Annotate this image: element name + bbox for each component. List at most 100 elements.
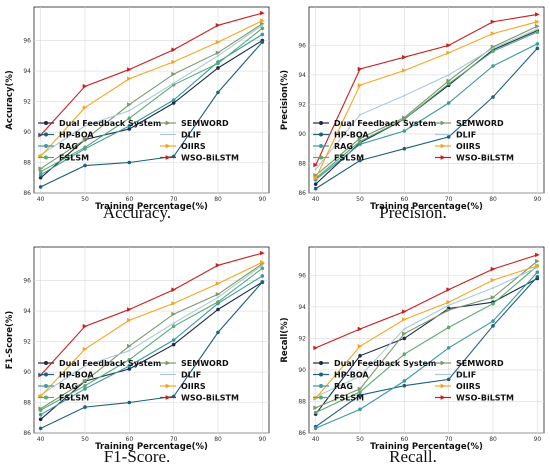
y-tick-label: 86 [298,430,306,437]
data-point-dlif [403,327,406,330]
legend-label-wso-bilstm: WSO-BiLSTM [456,394,514,403]
data-point-rag [535,42,540,46]
series-line-wso-bilstm [40,12,263,136]
panel-caption: F1-Score. [104,447,171,466]
legend-marker-hp-boa [44,132,48,137]
legend-marker-semword [165,120,171,126]
data-point-dlif [447,73,450,76]
panel-caption: Precision. [379,203,447,222]
data-point-fslsm [535,30,540,34]
series-line-hp-boa [40,41,263,188]
series-line-dual-feedback-system [315,278,538,415]
data-point-rag [313,426,318,431]
x-tick-label: 80 [214,436,222,443]
data-point-wso-bilstm [82,83,88,89]
legend-label-fslsm: FSLSM [334,154,364,163]
legend-label-oiirs: OIIRS [181,142,206,151]
data-point-rag [260,32,265,37]
data-point-dlif [83,364,86,367]
legend: Dual Feedback System HP-BOA RAG FSLSM SEMWOR… [38,359,239,403]
legend-marker-oiirs [165,143,171,149]
series-line-dual-feedback-system [40,40,263,179]
data-point-semword [313,405,318,411]
data-point-rag [402,379,407,383]
x-tick-label: 80 [214,196,222,203]
data-point-semword [446,307,451,313]
x-axis-label: Training Percentage(%) [370,202,483,212]
data-point-fslsm [260,266,265,271]
data-point-semword [127,343,132,349]
series-line-semword [315,260,538,409]
data-point-semword [38,166,43,171]
y-tick-label: 86 [23,430,31,437]
data-point-dlif [492,47,495,50]
x-tick-label: 40 [312,436,320,443]
data-point-rag [83,386,87,391]
data-point-semword [215,291,221,297]
data-point-oiirs [215,39,221,45]
plot-area [308,6,545,194]
data-point-hp-boa [491,324,495,328]
data-point-dlif [83,124,86,127]
chart-panel-1: 86 88 90 92 94 96 40 50 60 70 80 90 Training Percent… [5,6,270,222]
data-point-oiirs [402,68,407,73]
x-tick-label: 60 [401,196,409,203]
data-point-hp-boa [260,280,265,284]
panel-caption: Accuracy. [103,203,171,222]
data-point-dual-feedback-system [171,342,176,347]
data-point-wso-bilstm [490,266,496,272]
series-line-fslsm [315,265,538,413]
data-point-oiirs [82,346,88,352]
data-point-wso-bilstm [357,326,363,332]
legend-label-dlif: DLIF [456,131,476,140]
series-line-rag [315,43,538,181]
legend-marker-hp-boa [319,132,323,137]
x-tick-label: 90 [259,436,267,443]
data-point-dual-feedback-system [216,307,220,312]
legend-marker-hp-boa [319,372,323,377]
data-point-oiirs [171,59,176,65]
data-point-wso-bilstm [446,287,451,292]
data-point-fslsm [446,81,451,86]
series-line-dlif [315,267,538,398]
data-point-dlif [314,168,317,171]
legend-marker-rag [44,384,48,388]
data-point-hp-boa [402,146,407,151]
legend-label-dual-feedback-system: Dual Feedback System [59,119,161,128]
data-point-oiirs [260,18,265,24]
y-tick-label: 92 [298,335,306,342]
series-line-wso-bilstm [315,254,538,349]
data-point-rag [491,319,495,323]
data-point-fslsm [313,410,318,415]
x-tick-label: 50 [356,196,364,203]
data-point-hp-boa [446,377,451,382]
data-point-oiirs [215,281,221,286]
data-point-semword [171,311,176,317]
y-tick-label: 90 [298,367,306,374]
data-point-wso-bilstm [357,66,363,72]
data-point-wso-bilstm [402,54,407,60]
y-axis-label: Recall(%) [280,317,290,362]
data-point-semword [490,44,496,50]
series-line-hp-boa [315,47,538,190]
x-tick-label: 90 [259,196,267,203]
legend-label-oiirs: OIIRS [456,382,481,391]
data-point-dlif [403,94,406,97]
legend-label-semword: SEMWORD [181,359,229,368]
data-point-wso-bilstm [535,12,540,17]
data-point-wso-bilstm [490,19,496,25]
y-axis-label: Precision(%) [280,70,290,130]
series-line-oiirs [315,265,538,399]
data-point-rag [260,274,265,278]
legend-label-fslsm: FSLSM [59,394,89,403]
data-point-dual-feedback-system [216,66,220,70]
plot-area [33,246,270,434]
y-tick-label: 96 [23,278,31,285]
x-tick-label: 50 [81,196,89,203]
series-line-hp-boa [315,276,538,428]
data-point-oiirs [260,259,265,265]
y-tick-label: 90 [23,369,31,376]
data-point-hp-boa [83,163,87,168]
data-point-wso-bilstm [215,22,221,28]
legend-marker-wso-bilstm [440,395,446,400]
